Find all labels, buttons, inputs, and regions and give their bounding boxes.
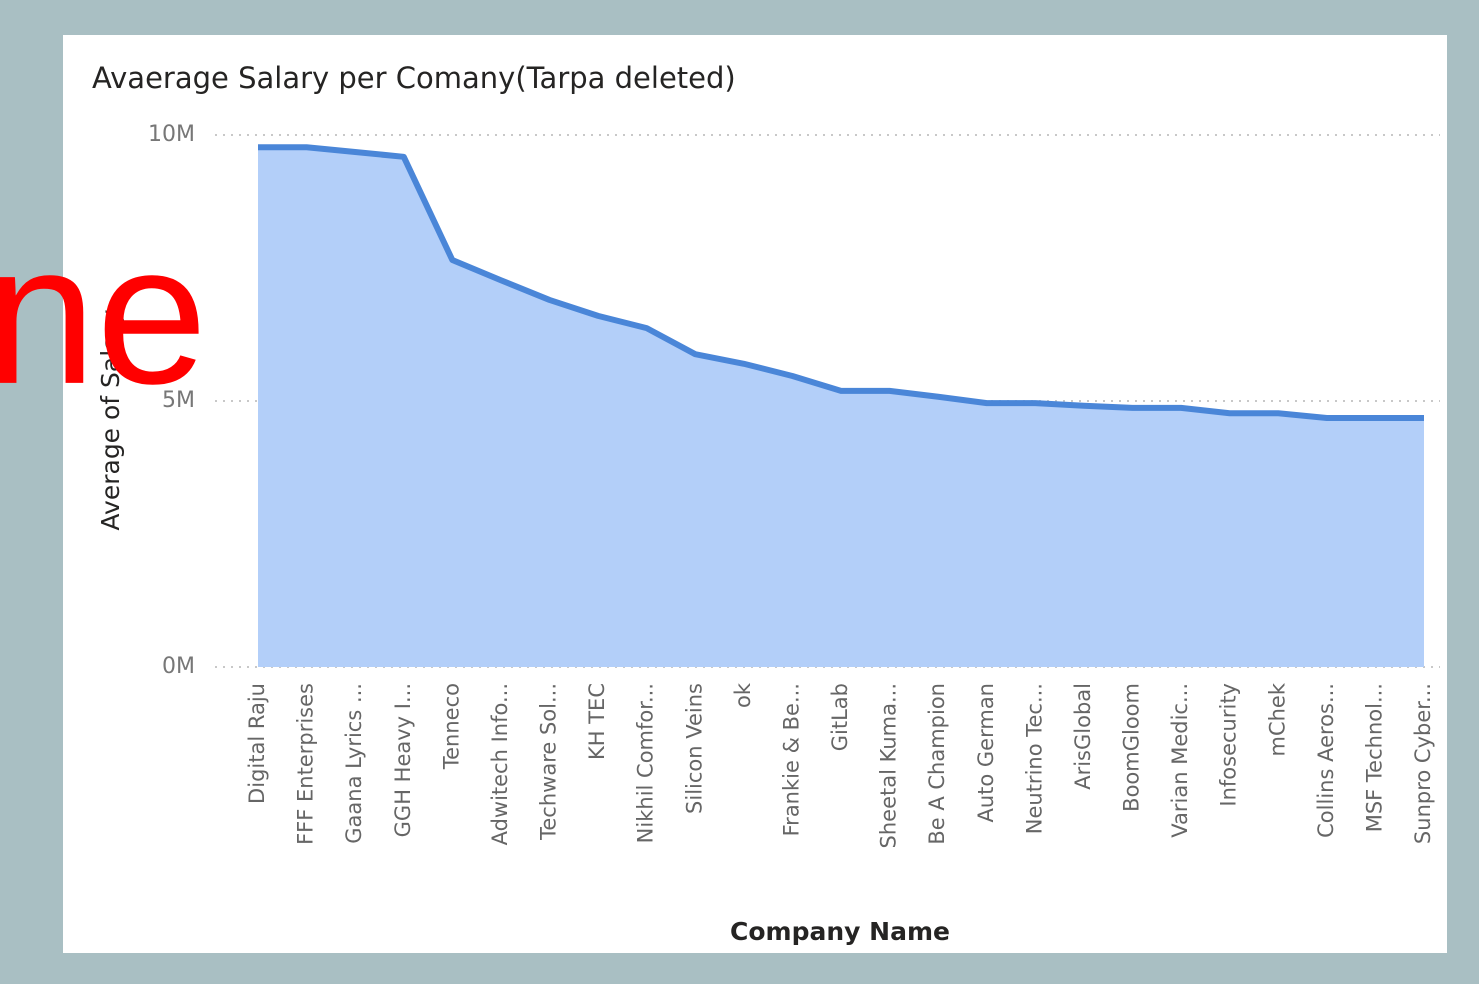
x-tick-label: Tenneco [439, 683, 463, 770]
x-tick-label: Sunpro Cyber... [1411, 683, 1435, 844]
x-tick-label: MSF Technol... [1362, 683, 1386, 832]
x-tick-label: Varian Medic... [1168, 683, 1192, 838]
x-tick-label: Sheetal Kuma... [877, 683, 901, 848]
x-axis-label: Company Name [730, 917, 950, 946]
x-tick-label: GitLab [828, 683, 852, 751]
y-tick-label: 5M [162, 388, 195, 413]
y-tick-label: 0M [162, 654, 195, 679]
line [258, 144, 1424, 422]
x-tick-label: Auto German [974, 683, 998, 823]
x-tick-label: KH TEC [585, 683, 609, 760]
overlay-text: ne [0, 203, 207, 426]
x-tick-label: Frankie & Be... [779, 683, 803, 836]
x-tick-label: Digital Raju [245, 683, 269, 804]
y-tick-label: 10M [148, 122, 195, 147]
x-tick-label: mChek [1265, 682, 1289, 756]
x-tick-label: Neutrino Tec... [1022, 683, 1046, 834]
x-tick-label: Be A Champion [925, 683, 949, 845]
x-tick-label: Techware Sol... [537, 683, 561, 841]
area [258, 147, 1424, 668]
x-tick-label: Adwitech Info... [488, 683, 512, 845]
plot: 0M 5M 10M Digital Raju FFF Enterprises Gaana … [148, 122, 1440, 848]
x-tick-label: ArisGlobal [1071, 683, 1095, 790]
y-axis-label: Average of Salary [96, 309, 125, 530]
x-tick-label: FFF Enterprises [294, 683, 318, 845]
x-tick-label: Collins Aeros... [1314, 683, 1338, 838]
x-tick-label: Infosecurity [1217, 683, 1241, 807]
x-tick-label: GGH Heavy I... [391, 683, 415, 837]
x-tick-label: Gaana Lyrics ... [342, 683, 366, 844]
x-tick-label: BoomGloom [1120, 683, 1144, 812]
x-tick-label: ok [731, 682, 755, 708]
x-tick-label: Silicon Veins [682, 683, 706, 814]
x-tick-label: Nikhil Comfor... [634, 683, 658, 843]
chart-title: Avaerage Salary per Comany(Tarpa deleted… [92, 61, 736, 95]
